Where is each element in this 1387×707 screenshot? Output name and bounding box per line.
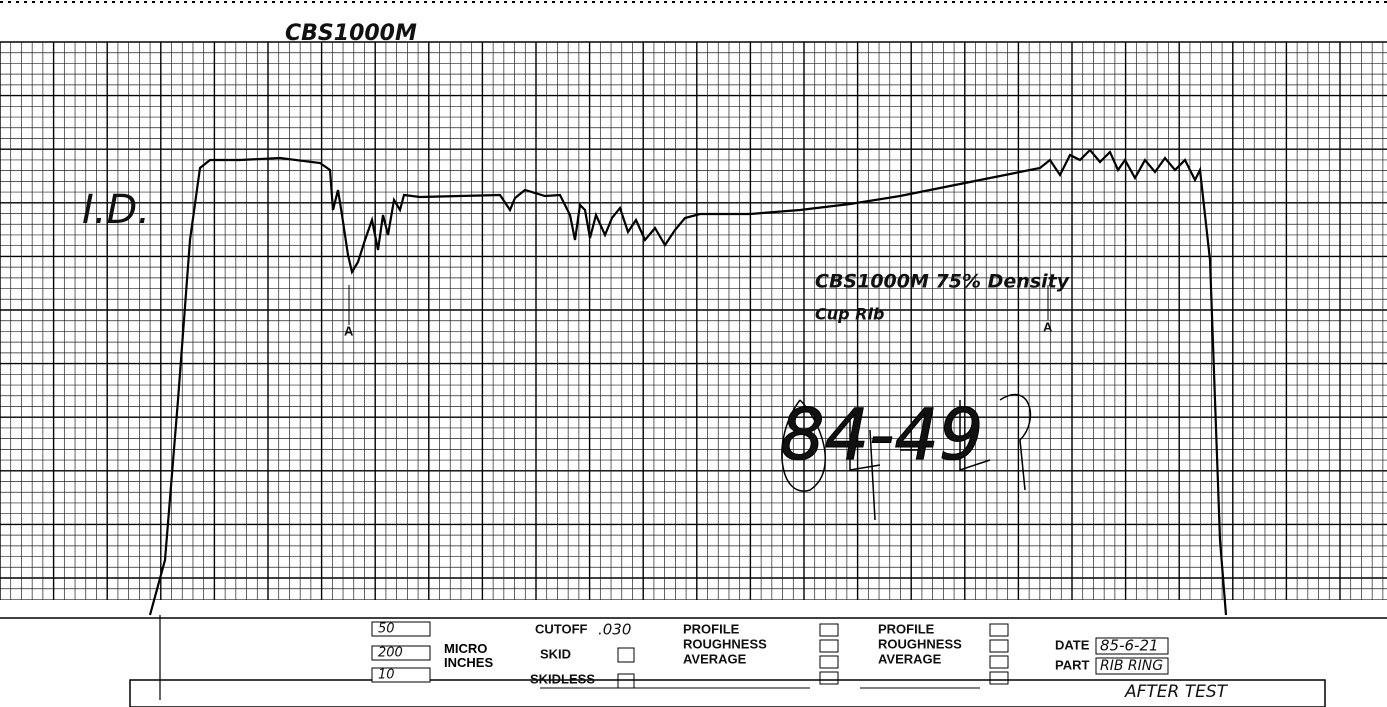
group-label: PROFILE bbox=[878, 621, 935, 636]
title: CBS1000M bbox=[285, 21, 417, 46]
group-label: AVERAGE bbox=[878, 651, 942, 666]
group-label: AVERAGE bbox=[683, 651, 747, 666]
marker: A bbox=[344, 323, 354, 338]
marker: A bbox=[1043, 319, 1053, 334]
cutoff-label: CUTOFF bbox=[535, 621, 588, 636]
side-label: I.D. bbox=[82, 187, 150, 233]
part-value: RIB RING bbox=[1100, 658, 1163, 674]
skid: SKID bbox=[540, 646, 571, 661]
scale-value: 50 bbox=[378, 622, 395, 637]
skidless: SKIDLESS bbox=[530, 671, 595, 686]
scale-unit: MICRO INCHES bbox=[444, 642, 514, 670]
scale-value: 10 bbox=[378, 668, 395, 683]
note: Cup Rib bbox=[815, 305, 884, 324]
scale-value: 200 bbox=[378, 646, 403, 661]
unit-wrap: MICRO INCHES bbox=[444, 642, 514, 678]
stamp: 84-49 bbox=[780, 394, 983, 476]
group-label: ROUGHNESS bbox=[878, 636, 962, 651]
group-label: ROUGHNESS bbox=[683, 636, 767, 651]
cutoff-value: .030 bbox=[598, 621, 631, 639]
note: CBS1000M 75% Density bbox=[815, 271, 1071, 293]
part-label: PART bbox=[1055, 657, 1089, 672]
chart-sheet: CBS1000M I.D. A A CBS1000M 75% Density C… bbox=[0, 0, 1387, 707]
remark: AFTER TEST bbox=[1124, 682, 1229, 702]
date-label: DATE bbox=[1055, 637, 1090, 652]
group-label: PROFILE bbox=[683, 621, 740, 636]
date-value: 85-6-21 bbox=[1100, 637, 1159, 655]
